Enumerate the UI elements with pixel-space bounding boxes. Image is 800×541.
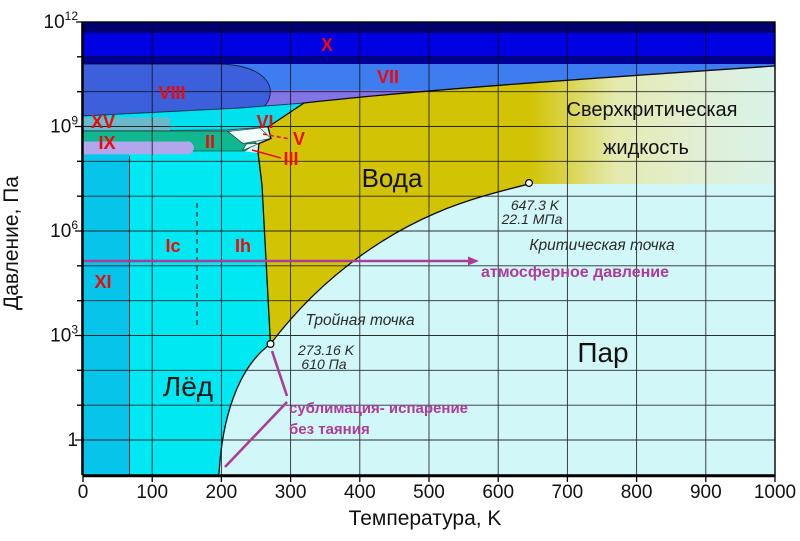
atmospheric-pressure-arrow: [468, 256, 479, 266]
water-label: Вода: [362, 163, 423, 193]
phase-iii-label: III: [283, 149, 298, 169]
sublimation-diagonal-line: [224, 401, 288, 468]
x-tick-400: 400: [344, 482, 376, 503]
phase-x-label: X: [321, 35, 333, 55]
ice-iii-region: [241, 143, 260, 152]
vapor-label: Пар: [577, 337, 628, 368]
x-axis-title: Температура, K: [349, 507, 502, 530]
x-tick-500: 500: [413, 482, 445, 503]
y-tick-1e3: 103: [50, 323, 78, 347]
y-axis-title: Давление, Па: [0, 176, 23, 310]
sublimation-callout-line: [270, 350, 289, 397]
lavender-band: [83, 141, 194, 155]
y-tick-1: 1: [67, 430, 78, 451]
ice-iii-callout-line: [251, 149, 282, 159]
y-tick-1e9: 109: [50, 114, 78, 138]
critical-point-temp: 647.3 K: [511, 197, 560, 213]
y-tick-1e6: 106: [50, 218, 78, 242]
x-tick-700: 700: [552, 482, 584, 503]
atmospheric-pressure-label: атмосферное давление: [481, 264, 669, 281]
phase-ii-label: II: [205, 132, 215, 152]
sublimation-curve: [218, 343, 271, 475]
x-tick-200: 200: [206, 482, 238, 503]
phase-xi-label: XI: [94, 272, 111, 292]
x-tick-0: 0: [78, 482, 89, 503]
phase-v-label: V: [293, 129, 305, 149]
triple-point-temp: 273.16 K: [297, 342, 355, 358]
x-axis-ticks: [82, 475, 776, 482]
phase-xv-label: XV: [91, 112, 115, 132]
triple-point-marker: [266, 340, 275, 349]
critical-point-label: Критическая точка: [529, 237, 675, 254]
x-tick-300: 300: [275, 482, 307, 503]
critical-point-pressure: 22.1 МПа: [501, 211, 563, 227]
phase-ih-label: Ih: [235, 236, 251, 256]
x-tick-1000: 1000: [754, 482, 796, 503]
x-tick-100: 100: [136, 482, 168, 503]
x-tick-800: 800: [621, 482, 653, 503]
triple-point-pressure: 610 Па: [301, 356, 346, 372]
phase-viii-label: VIII: [158, 83, 185, 103]
supercritical-label-line2: жидкость: [603, 137, 689, 159]
triple-point-label: Тройная точка: [305, 312, 415, 329]
phase-ic-label: Ic: [165, 236, 180, 256]
phase-vii-label: VII: [377, 67, 399, 87]
supercritical-label-line1: Сверхкритическая: [567, 99, 738, 121]
vaporization-curve: [269, 183, 530, 345]
phase-ix-label: IX: [98, 133, 115, 153]
ice-v-callout-line: [262, 133, 291, 140]
ice-xv-patch: [83, 117, 170, 131]
ice-xi-region: [83, 154, 130, 475]
x-tick-900: 900: [690, 482, 722, 503]
sublimation-label-line2: без таяния: [289, 421, 370, 438]
x-tick-600: 600: [482, 482, 514, 503]
critical-point-marker: [524, 179, 533, 188]
ice-label: Лёд: [163, 371, 213, 402]
phase-vi-label: VI: [256, 112, 273, 132]
melting-curve: [257, 65, 776, 345]
y-axis-ticks: [75, 21, 83, 441]
gridlines: [83, 22, 775, 475]
y-tick-1e12: 1012: [44, 9, 79, 33]
supercritical-region: [531, 66, 775, 184]
sublimation-label-line1: сублимация- испарение: [289, 400, 468, 417]
